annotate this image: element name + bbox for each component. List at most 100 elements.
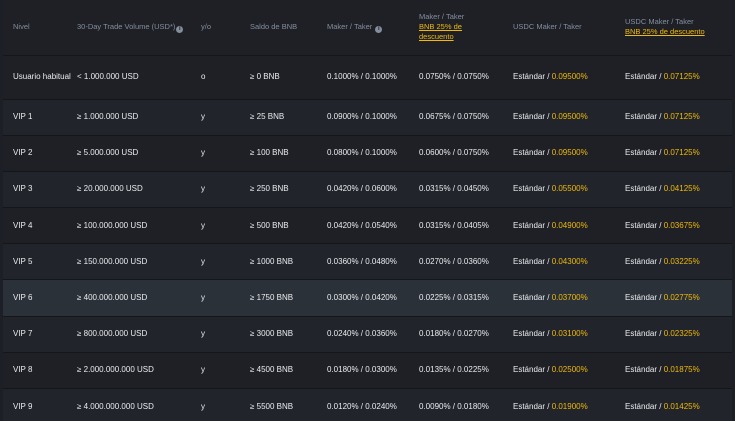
fee-rate-value: 0.02500%	[551, 365, 588, 375]
usdc-maker-taker-cell: Estándar / 0.01900%	[513, 389, 625, 421]
maker-taker-bnb-cell: 0.0135% / 0.0225%	[419, 365, 489, 375]
fee-rate-value: 0.07125%	[663, 112, 700, 122]
table-row: Usuario habitual < 1.000.000 USD o ≥ 0 BNB 0…	[3, 55, 732, 99]
usdc-maker-taker-bnb-cell: Estándar / 0.02325%	[625, 316, 732, 352]
table-row: VIP 9 ≥ 4.000.000.000 USD y ≥ 5500 BNB 0.012…	[3, 388, 732, 421]
maker-taker-cell: 0.0120% / 0.0240%	[327, 401, 397, 411]
bnb-balance-cell: ≥ 5500 BNB	[250, 401, 294, 411]
header-maker-taker-bnb: Maker / Taker BNB 25% de descuento	[419, 0, 513, 55]
tier-cell: Usuario habitual	[13, 72, 71, 81]
volume-cell: ≥ 4.000.000.000 USD	[77, 401, 154, 411]
fee-rate-value: 0.01875%	[663, 365, 700, 375]
tier-cell: VIP 8	[13, 365, 33, 375]
fee-rate-value: 0.07125%	[663, 148, 700, 158]
bnb-discount-link[interactable]: BNB 25% de descuento	[419, 22, 462, 42]
fee-rate-value: 0.01900%	[551, 401, 588, 411]
usdc-maker-taker-bnb-cell: Estándar / 0.02775%	[625, 280, 732, 316]
volume-cell: ≥ 5.000.000 USD	[77, 148, 139, 158]
yo-cell: y	[201, 329, 205, 339]
fee-rate-value: 0.04900%	[551, 220, 588, 230]
maker-taker-bnb-cell: 0.0270% / 0.0360%	[419, 256, 489, 266]
table-row: VIP 4 ≥ 100.000.000 USD y ≥ 500 BNB 0.0420% …	[3, 207, 732, 244]
fee-type-label: Estándar /	[625, 256, 664, 266]
usdc-maker-taker-bnb-cell: Estándar / 0.03675%	[625, 208, 732, 244]
header-maker-taker: Maker / Taker i	[327, 0, 419, 55]
maker-taker-cell: 0.0360% / 0.0480%	[327, 256, 397, 266]
fee-rate-value: 0.09500%	[551, 72, 588, 81]
table-row: VIP 3 ≥ 20.000.000 USD y ≥ 250 BNB 0.0420% /…	[3, 171, 732, 208]
volume-cell: < 1.000.000 USD	[77, 72, 139, 81]
fee-type-label: Estándar /	[513, 365, 552, 375]
tier-cell: VIP 7	[13, 329, 33, 339]
header-volume: 30-Day Trade Volume (USD*) i	[77, 0, 201, 55]
volume-cell: ≥ 150.000.000 USD	[77, 256, 148, 266]
fee-rate-value: 0.03700%	[551, 293, 588, 303]
fee-type-label: Estándar /	[513, 329, 552, 339]
usdc-bnb-discount-link[interactable]: BNB 25% de descuento	[625, 27, 705, 37]
maker-taker-cell: 0.0180% / 0.0300%	[327, 365, 397, 375]
table-row: VIP 1 ≥ 1.000.000 USD y ≥ 25 BNB 0.0900% / 0…	[3, 99, 732, 136]
maker-taker-cell: 0.0800% / 0.1000%	[327, 148, 397, 158]
yo-cell: y	[201, 293, 205, 303]
fee-rate-value: 0.05500%	[551, 184, 588, 194]
fee-type-label: Estándar /	[625, 148, 664, 158]
fee-type-label: Estándar /	[625, 72, 664, 81]
bnb-balance-cell: ≥ 1750 BNB	[250, 293, 294, 303]
maker-taker-bnb-cell: 0.0090% / 0.0180%	[419, 401, 489, 411]
fee-type-label: Estándar /	[513, 293, 552, 303]
table-row: VIP 2 ≥ 5.000.000 USD y ≥ 100 BNB 0.0800% / …	[3, 135, 732, 172]
table-row: VIP 5 ≥ 150.000.000 USD y ≥ 1000 BNB 0.0360%…	[3, 243, 732, 280]
volume-cell: ≥ 2.000.000.000 USD	[77, 365, 154, 375]
usdc-maker-taker-cell: Estándar / 0.09500%	[513, 135, 625, 171]
usdc-maker-taker-bnb-cell: Estándar / 0.07125%	[625, 99, 732, 135]
fee-type-label: Estándar /	[513, 112, 552, 122]
yo-cell: y	[201, 401, 205, 411]
fee-rate-value: 0.01425%	[663, 401, 700, 411]
header-bnb-balance: Saldo de BNB	[250, 22, 298, 32]
header-maker-taker-bnb-title: Maker / Taker	[419, 12, 465, 22]
usdc-maker-taker-cell: Estándar / 0.04300%	[513, 244, 625, 280]
fee-type-label: Estándar /	[625, 329, 664, 339]
fee-type-label: Estándar /	[513, 148, 552, 158]
tier-cell: VIP 1	[13, 112, 33, 122]
fee-rate-value: 0.03225%	[663, 256, 700, 266]
info-icon[interactable]: i	[176, 25, 184, 33]
fee-rate-value: 0.02775%	[663, 293, 700, 303]
usdc-maker-taker-bnb-cell: Estándar / 0.01875%	[625, 352, 732, 388]
header-yo: y/o	[201, 22, 212, 32]
tier-cell: VIP 6	[13, 293, 33, 303]
usdc-maker-taker-bnb-cell: Estándar / 0.01425%	[625, 389, 732, 421]
tier-cell: VIP 3	[13, 184, 33, 194]
tier-cell: VIP 2	[13, 148, 33, 158]
bnb-balance-cell: ≥ 4500 BNB	[250, 365, 294, 375]
fee-rate-value: 0.02325%	[663, 329, 700, 339]
fee-type-label: Estándar /	[625, 365, 664, 375]
header-usdc-bnb-title: USDC Maker / Taker	[625, 17, 694, 27]
bnb-balance-cell: ≥ 0 BNB	[250, 72, 280, 81]
bnb-balance-cell: ≥ 250 BNB	[250, 184, 289, 194]
maker-taker-bnb-cell: 0.0315% / 0.0450%	[419, 184, 489, 194]
table-row: VIP 7 ≥ 800.000.000 USD y ≥ 3000 BNB 0.0240%…	[3, 316, 732, 353]
maker-taker-cell: 0.1000% / 0.1000%	[327, 72, 397, 81]
volume-cell: ≥ 100.000.000 USD	[77, 220, 148, 230]
yo-cell: y	[201, 148, 205, 158]
maker-taker-bnb-cell: 0.0750% / 0.0750%	[419, 72, 489, 81]
yo-cell: o	[201, 72, 206, 81]
volume-cell: ≥ 800.000.000 USD	[77, 329, 148, 339]
volume-cell: ≥ 20.000.000 USD	[77, 184, 143, 194]
header-usdc-maker-taker: USDC Maker / Taker	[513, 22, 582, 32]
info-icon[interactable]: i	[375, 25, 383, 33]
fee-rate-value: 0.09500%	[551, 112, 588, 122]
usdc-maker-taker-bnb-cell: Estándar / 0.07125%	[625, 55, 732, 99]
usdc-maker-taker-cell: Estándar / 0.09500%	[513, 99, 625, 135]
maker-taker-bnb-cell: 0.0600% / 0.0750%	[419, 148, 489, 158]
fee-rate-value: 0.07125%	[663, 72, 700, 81]
volume-cell: ≥ 1.000.000 USD	[77, 112, 139, 122]
volume-cell: ≥ 400.000.000 USD	[77, 293, 148, 303]
usdc-maker-taker-cell: Estándar / 0.02500%	[513, 352, 625, 388]
tier-cell: VIP 9	[13, 401, 33, 411]
table-header-row: Nivel 30-Day Trade Volume (USD*) i y/o Sa…	[3, 0, 732, 55]
maker-taker-cell: 0.0300% / 0.0420%	[327, 293, 397, 303]
yo-cell: y	[201, 220, 205, 230]
yo-cell: y	[201, 256, 205, 266]
